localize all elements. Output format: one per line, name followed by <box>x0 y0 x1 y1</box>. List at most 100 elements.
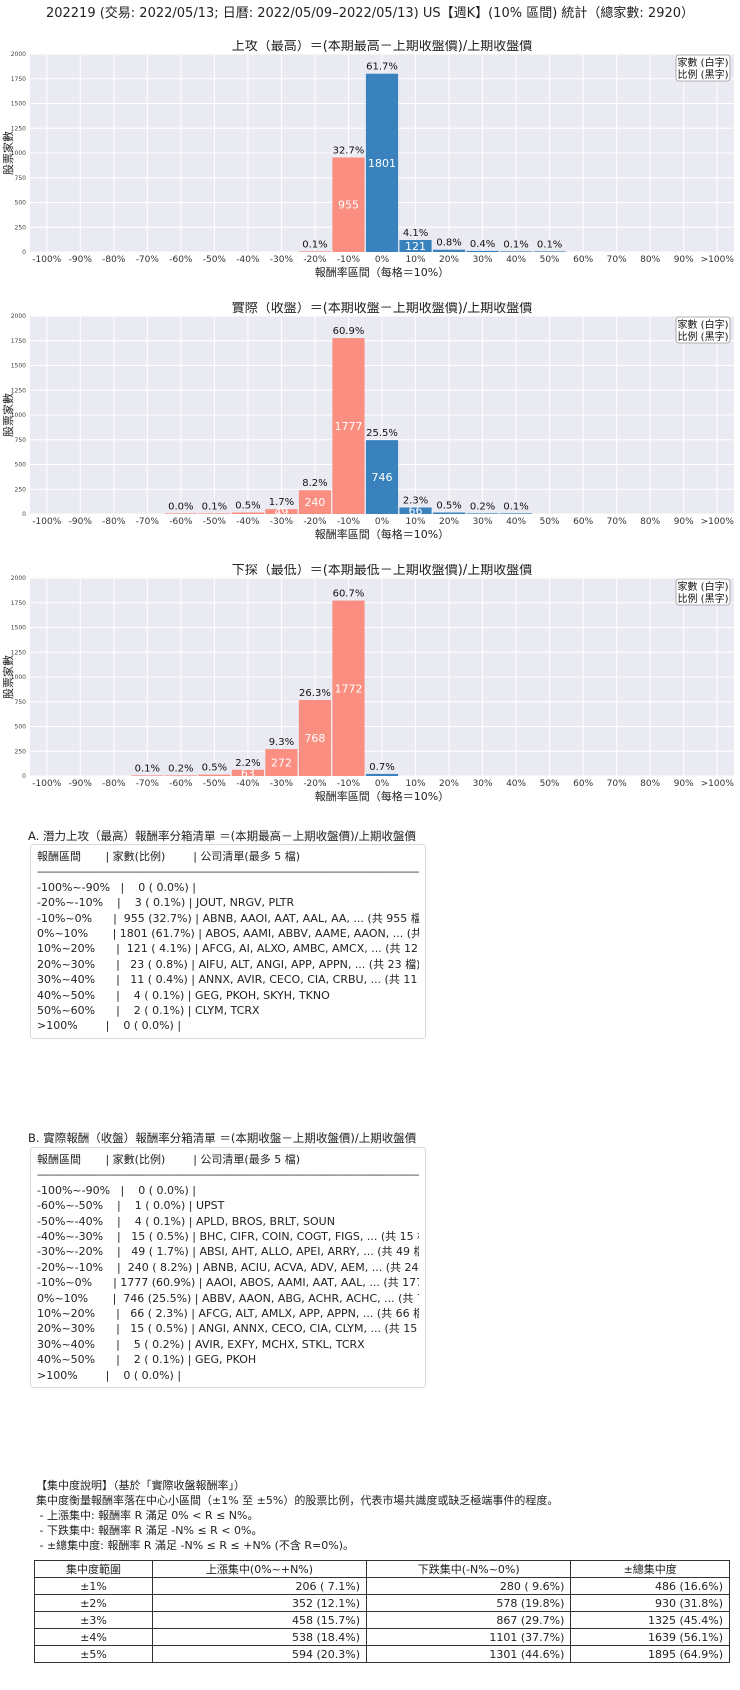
bar-percent-label: 0.5% <box>436 501 461 512</box>
table-header-row: 集中度範圍 上漲集中(0%~+N%) 下跌集中(-N%~0%) ±總集中度 <box>34 1560 730 1578</box>
x-tick-label: -100% <box>32 255 61 265</box>
bar <box>332 338 365 514</box>
x-tick-label: 60% <box>573 255 593 265</box>
list-item: 0%~10% | 746 (25.5%) | ABBV, AAON, ABG, … <box>37 1291 419 1305</box>
x-tick-label: -100% <box>32 517 61 527</box>
y-tick-label: 1250 <box>11 387 26 394</box>
bar-percent-label: 2.2% <box>235 758 260 769</box>
bar-percent-label: 1.7% <box>269 497 294 508</box>
table-cell: ±4% <box>34 1628 153 1646</box>
table-cell: 578 (19.8%) <box>366 1594 572 1612</box>
x-tick-label: 90% <box>674 517 694 527</box>
x-tick-label: -50% <box>203 255 227 265</box>
x-tick-label: 20% <box>439 517 459 527</box>
bar <box>399 240 432 252</box>
bar <box>500 251 533 252</box>
x-tick-label: -40% <box>236 255 260 265</box>
section-a-box: 報酬區間 | 家數(比例) | 公司清單(最多 5 檔) -----------… <box>30 844 426 1039</box>
legend-box <box>675 54 731 82</box>
bar-count-label: 746 <box>372 471 393 484</box>
bar <box>298 251 332 252</box>
table-cell: ±1% <box>34 1577 153 1595</box>
x-tick-label: -70% <box>136 255 160 265</box>
list-item: 10%~20% | 121 ( 4.1%) | AFCG, AI, ALXO, … <box>37 942 419 956</box>
table-cell: 1639 (56.1%) <box>570 1628 730 1646</box>
bar <box>265 749 298 776</box>
bar-percent-label: 8.2% <box>302 478 327 489</box>
divider: ----------------------------------------… <box>37 1168 419 1182</box>
x-tick-label: -30% <box>270 517 294 527</box>
expl-line: - ±總集中度: 報酬率 R 滿足 -N% ≤ R ≤ +N% (不含 R=0%… <box>36 1539 355 1552</box>
bar-count-label: 1777 <box>334 420 362 433</box>
list-item: 20%~30% | 23 ( 0.8%) | AIFU, ALT, ANGI, … <box>37 957 419 971</box>
x-tick-label: -20% <box>303 255 327 265</box>
list-item: >100% | 0 ( 0.0%) | <box>37 1368 182 1382</box>
y-axis-label: 股票家數 <box>1 131 15 175</box>
bar <box>365 440 399 514</box>
table-cell: 594 (20.3%) <box>151 1645 368 1663</box>
x-tick-label: 50% <box>540 517 560 527</box>
x-tick-label: -90% <box>69 255 93 265</box>
x-tick-label: >100% <box>701 255 735 265</box>
x-tick-label: -50% <box>203 517 227 527</box>
section-b-title: B. 實際報酬（收盤）報酬率分箱清單 ＝(本期收盤－上期收盤價)/上期收盤價 <box>28 1131 417 1145</box>
bar <box>198 774 231 776</box>
bar-percent-label: 0.2% <box>470 501 495 512</box>
x-tick-label: -80% <box>102 255 126 265</box>
y-tick-label: 750 <box>15 437 27 444</box>
bar-percent-label: 0.1% <box>537 239 562 250</box>
bar-percent-label: 0.1% <box>202 501 227 512</box>
x-tick-label: 60% <box>573 517 593 527</box>
y-tick-label: 1750 <box>11 76 26 83</box>
x-tick-label: 70% <box>607 779 627 789</box>
x-tick-label: 10% <box>406 517 426 527</box>
list-item: -60%~-50% | 1 ( 0.0%) | UPST <box>37 1199 225 1213</box>
column-header: 集中度範圍 <box>34 1560 153 1578</box>
chart-high: 上攻（最高）＝(本期最高－上期收盤價)/上期收盤價 0 250 500 750 1000 1… <box>1 40 735 279</box>
column-header: 上漲集中(0%~+N%) <box>151 1560 368 1578</box>
list-item: 10%~20% | 66 ( 2.3%) | AFCG, ALT, AMLX, … <box>37 1307 419 1321</box>
x-tick-label: 20% <box>439 779 459 789</box>
y-axis-label: 股票家數 <box>1 655 15 699</box>
x-tick-label: >100% <box>701 779 735 789</box>
bar-count-label: 240 <box>304 496 325 509</box>
bar-percent-label: 0.8% <box>436 238 461 249</box>
bar-count-label: 272 <box>271 757 292 770</box>
y-axis-label: 股票家數 <box>1 393 15 437</box>
x-tick-label: -30% <box>270 255 294 265</box>
list-item: 50%~60% | 2 ( 0.1%) | CLYM, TCRX <box>37 1004 260 1018</box>
list-item: -100%~-90% | 0 ( 0.0%) | <box>37 880 196 894</box>
x-axis-label: 報酬率區間（每格＝10%） <box>315 527 449 541</box>
bar-percent-label: 0.5% <box>235 501 260 512</box>
divider: ----------------------------------------… <box>37 865 419 879</box>
y-tick-label: 0 <box>22 773 26 780</box>
y-tick-label: 1250 <box>11 125 26 132</box>
bar <box>231 769 264 776</box>
y-tick-label: 1500 <box>11 625 26 632</box>
x-tick-label: 60% <box>573 779 593 789</box>
x-tick-label: 80% <box>640 779 660 789</box>
bar-percent-label: 0.1% <box>503 239 528 250</box>
table-cell: 930 (31.8%) <box>570 1594 730 1612</box>
x-tick-label: -70% <box>136 517 160 527</box>
y-tick-label: 250 <box>15 224 27 231</box>
x-tick-label: -20% <box>303 779 327 789</box>
list-item: 0%~10% | 1801 (61.7%) | ABOS, AAMI, ABBV… <box>37 927 419 941</box>
x-tick-label: -50% <box>203 779 227 789</box>
y-tick-label: 1000 <box>11 674 26 681</box>
y-tick-label: 1750 <box>11 600 26 607</box>
y-tick-label: 250 <box>15 748 27 755</box>
bar <box>466 250 499 252</box>
x-tick-label: -40% <box>236 517 260 527</box>
table-row: ±4% 538 (18.4%) 1101 (37.7%) 1639 (56.1%) <box>34 1628 730 1646</box>
expl-line: - 下跌集中: 報酬率 R 滿足 -N% ≤ R < 0%。 <box>36 1524 263 1537</box>
x-tick-label: -90% <box>69 779 93 789</box>
list-item: -20%~-10% | 3 ( 0.1%) | JOUT, NRGV, PLTR <box>37 896 295 910</box>
y-tick-label: 500 <box>15 200 27 207</box>
table-cell: ±5% <box>34 1645 153 1663</box>
bar-percent-label: 60.7% <box>333 589 365 600</box>
bar <box>265 509 298 514</box>
table-cell: 458 (15.7%) <box>151 1611 368 1629</box>
bar-percent-label: 32.7% <box>333 145 365 156</box>
legend-entry: 家數 (白字) <box>678 580 729 593</box>
